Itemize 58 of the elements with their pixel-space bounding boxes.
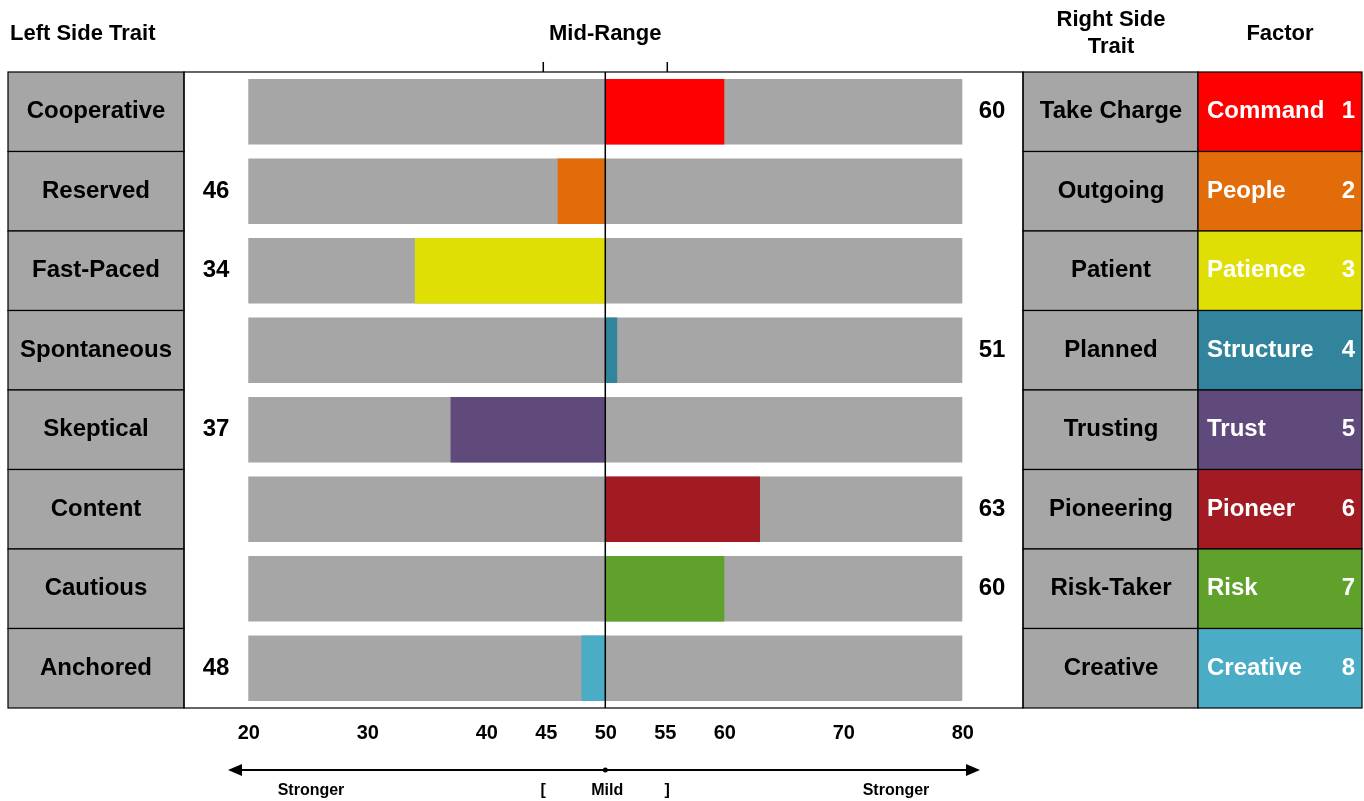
y-tick-label: Fast-Paced [31, 255, 161, 283]
annotation: 37 [202, 414, 230, 442]
text: Stronger [277, 781, 345, 799]
x-tick-label: 50 [594, 721, 617, 744]
text: Pioneer [1207, 493, 1296, 521]
x-tick-label: 20 [237, 721, 260, 744]
text: Right Side Trait [1056, 5, 1166, 58]
text: Creative [1207, 652, 1302, 680]
text: Mild [591, 781, 624, 799]
y-tick-label: Skeptical [43, 414, 149, 442]
y-tick-label: Spontaneous [19, 334, 173, 362]
annotation: 46 [202, 175, 230, 203]
y-tick-label: Reserved [41, 175, 151, 203]
text: [ [540, 781, 547, 799]
text: Patience [1207, 255, 1306, 283]
x-tick-label: 80 [951, 721, 974, 744]
x-tick-label: 70 [832, 721, 855, 744]
y-tick-label: Cautious [44, 573, 148, 601]
text: Mid-Range [549, 19, 662, 45]
text: 7 [1341, 573, 1355, 601]
text: Creative [1063, 652, 1159, 680]
text: 1 [1341, 96, 1355, 124]
y-tick-label: Cooperative [26, 96, 166, 124]
text: People [1207, 175, 1286, 203]
x-tick-label: 40 [475, 721, 498, 744]
text: Risk-Taker [1050, 573, 1172, 601]
x-tick-label: 30 [356, 721, 379, 744]
text: 3 [1341, 255, 1355, 283]
annotation: 60 [978, 96, 1006, 124]
text: ] [664, 781, 670, 799]
text: Outgoing [1057, 175, 1165, 203]
text: Trusting [1063, 414, 1159, 442]
annotation: 60 [978, 573, 1006, 601]
text: Factor [1246, 19, 1315, 45]
text: Planned [1064, 334, 1158, 362]
text: Structure [1207, 334, 1314, 362]
x-tick-label: 45 [535, 721, 558, 744]
x-tick-label: 60 [713, 721, 736, 744]
text: Risk [1207, 573, 1259, 601]
y-tick-label: Content [50, 493, 142, 521]
text: Patient [1070, 255, 1152, 283]
text: Trust [1207, 414, 1266, 442]
text: 5 [1341, 414, 1355, 442]
text: Command [1207, 96, 1325, 124]
text: 8 [1341, 652, 1355, 680]
text: Left Side Trait [10, 19, 157, 45]
text: Stronger [862, 781, 930, 799]
text: 2 [1341, 175, 1355, 203]
text: Pioneering [1048, 493, 1174, 521]
annotation: 63 [978, 493, 1006, 521]
annotation: 51 [978, 334, 1006, 362]
text: Take Charge [1039, 96, 1183, 124]
text: 4 [1341, 334, 1356, 362]
annotation: 34 [202, 255, 230, 283]
y-tick-label: Anchored [39, 652, 153, 680]
text: 6 [1341, 493, 1355, 521]
x-tick-label: 55 [654, 721, 677, 744]
annotation: 48 [202, 652, 230, 680]
